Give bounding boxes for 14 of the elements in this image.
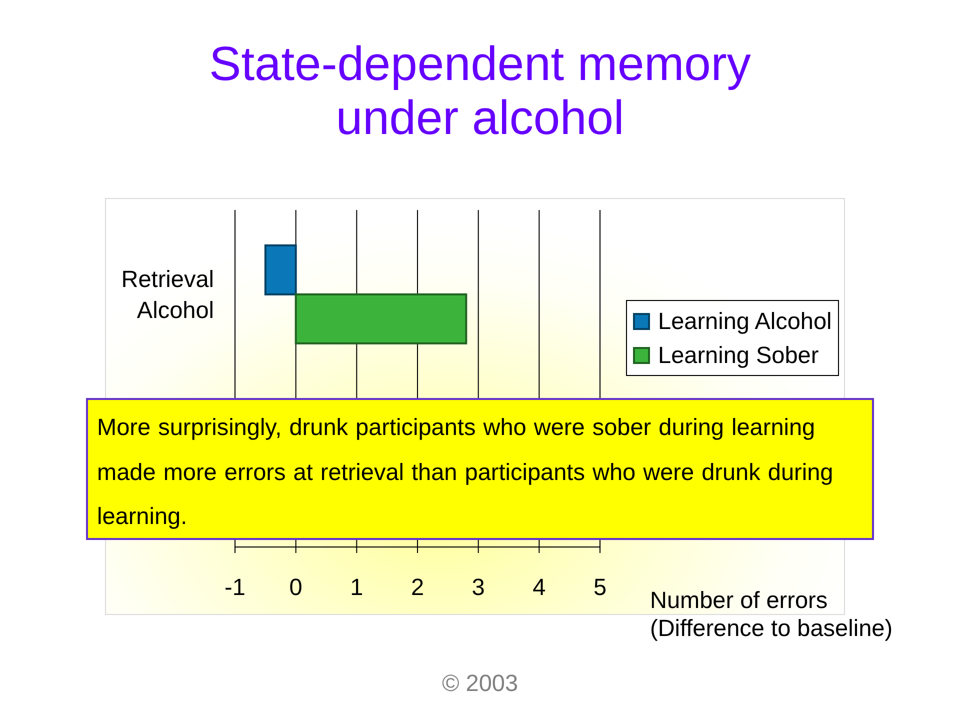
x-tick-label: -1 <box>224 574 246 600</box>
x-tick-label: 1 <box>350 574 364 600</box>
chart-title: State-dependent memory under alcohol <box>209 38 751 145</box>
x-tick-label: 2 <box>410 574 424 600</box>
y-tick-label: Retrieval Alcohol <box>121 266 214 323</box>
x-tick-label: 0 <box>289 574 302 600</box>
annotation: More surprisingly, drunk participants who were sober during learning made more errors at retrieval than participants who were drunk during learning. <box>97 414 834 529</box>
x-tick-label: 3 <box>472 574 485 600</box>
x-axis-title: Number of errors (Difference to baseline) <box>650 587 893 641</box>
legend-label: Learning Sober <box>658 341 819 370</box>
legend-label: Learning Alcohol <box>658 307 832 336</box>
text: © 2003 <box>442 670 518 696</box>
x-tick-label: 4 <box>532 574 546 600</box>
x-tick-label: 5 <box>593 574 607 600</box>
